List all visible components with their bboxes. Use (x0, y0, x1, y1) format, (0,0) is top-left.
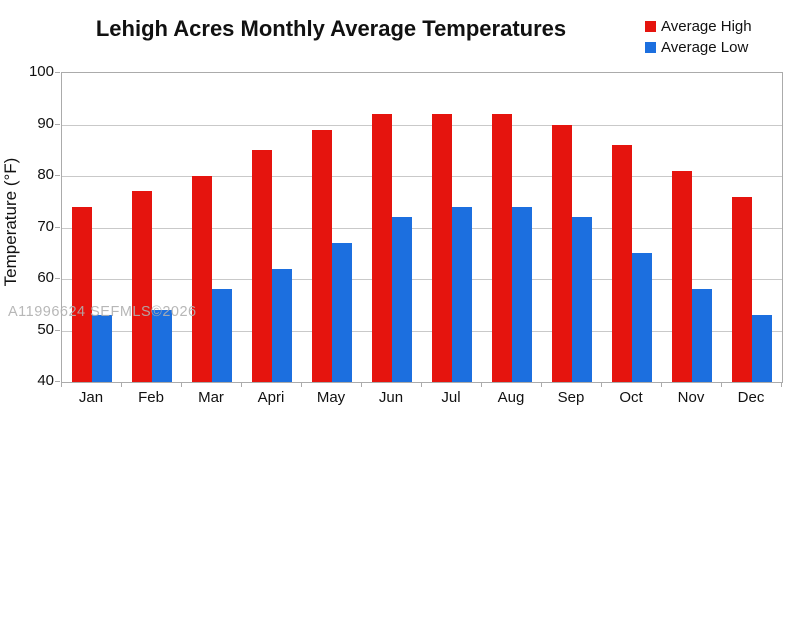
x-axis-label: Dec (737, 389, 765, 406)
x-tick-mark (781, 382, 782, 387)
x-tick-mark (361, 382, 362, 387)
avg-low-bar (752, 315, 772, 382)
legend-label-low: Average Low (661, 39, 749, 56)
avg-low-bar (152, 309, 172, 382)
x-axis-label: Sep (557, 389, 585, 406)
x-axis-label: Apri (257, 389, 285, 406)
avg-high-bar (312, 129, 332, 382)
x-tick-mark (61, 382, 62, 387)
watermark-text: A11996624 SEFMLS©2026 (8, 304, 197, 320)
avg-low-bar (272, 268, 292, 382)
bar-group (422, 73, 482, 382)
y-tick-mark (55, 175, 60, 176)
x-tick-mark (541, 382, 542, 387)
bar-group (242, 73, 302, 382)
chart-title: Lehigh Acres Monthly Average Temperature… (95, 16, 567, 41)
bar-group (662, 73, 722, 382)
legend-swatch-low (645, 42, 656, 53)
gridline (62, 176, 782, 177)
avg-high-bar (732, 196, 752, 382)
avg-high-bar (192, 176, 212, 382)
x-axis-label: Oct (619, 389, 643, 406)
y-tick-mark (55, 72, 60, 73)
x-axis-label: Aug (497, 389, 525, 406)
bar-group (62, 73, 122, 382)
x-tick-mark (301, 382, 302, 387)
x-axis-label: Jun (378, 389, 404, 406)
x-tick-mark (661, 382, 662, 387)
avg-low-bar (692, 289, 712, 382)
legend-item-average-low: Average Low (645, 39, 752, 56)
y-tick-label: 60 (37, 269, 54, 286)
x-axis-label: Feb (138, 389, 164, 406)
x-tick-mark (181, 382, 182, 387)
avg-high-bar (672, 170, 692, 382)
legend-swatch-high (645, 21, 656, 32)
bar-group (542, 73, 602, 382)
avg-low-bar (572, 217, 592, 382)
x-tick-mark (601, 382, 602, 387)
x-tick-mark (241, 382, 242, 387)
bar-group (122, 73, 182, 382)
x-tick-mark (721, 382, 722, 387)
legend: Average High Average Low (645, 18, 752, 56)
x-tick-mark (121, 382, 122, 387)
avg-high-bar (72, 206, 92, 382)
plot-area (61, 72, 783, 383)
x-axis-label: Nov (677, 389, 705, 406)
x-axis-label: May (316, 389, 346, 406)
gridline (62, 330, 782, 332)
y-tick-label: 80 (37, 166, 54, 183)
avg-high-bar (132, 191, 152, 382)
avg-high-bar (552, 124, 572, 382)
bar-group (302, 73, 362, 382)
gridline (62, 124, 782, 126)
y-tick-mark (55, 226, 60, 228)
avg-low-bar (92, 315, 112, 382)
y-tick-label: 40 (37, 372, 54, 389)
avg-low-bar (212, 289, 232, 382)
avg-high-bar (492, 114, 512, 382)
bar-group (722, 73, 782, 382)
bar-group (362, 73, 422, 382)
avg-high-bar (432, 114, 452, 382)
y-tick-mark (55, 278, 60, 279)
y-tick-mark (55, 123, 60, 125)
x-axis-label: Jan (78, 389, 104, 406)
x-axis-label: Jul (441, 389, 461, 406)
avg-high-bar (252, 150, 272, 382)
y-tick-label: 90 (37, 114, 54, 132)
y-tick-mark (55, 329, 60, 331)
avg-low-bar (632, 253, 652, 382)
x-tick-mark (481, 382, 482, 387)
avg-low-bar (392, 217, 412, 382)
bar-group (182, 73, 242, 382)
y-tick-label: 50 (37, 320, 54, 338)
avg-low-bar (452, 206, 472, 382)
legend-item-average-high: Average High (645, 18, 752, 35)
y-tick-label: 70 (37, 217, 54, 235)
avg-high-bar (612, 145, 632, 382)
x-tick-mark (421, 382, 422, 387)
x-axis-label: Mar (198, 389, 224, 406)
avg-low-bar (332, 242, 352, 382)
bar-group (602, 73, 662, 382)
avg-low-bar (512, 206, 532, 382)
avg-high-bar (372, 114, 392, 382)
bar-group (482, 73, 542, 382)
gridline (62, 227, 782, 229)
legend-label-high: Average High (661, 18, 752, 35)
y-tick-label: 100 (28, 63, 54, 80)
y-tick-mark (55, 381, 60, 382)
gridline (62, 279, 782, 280)
